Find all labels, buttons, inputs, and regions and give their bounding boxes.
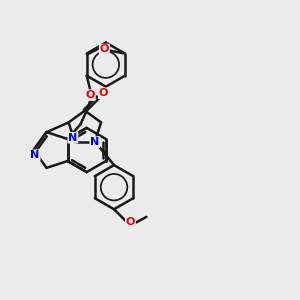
Text: O: O [85, 90, 95, 100]
Text: N: N [68, 133, 77, 143]
Text: O: O [126, 217, 135, 226]
Text: N: N [90, 137, 100, 147]
Text: O: O [99, 88, 108, 98]
Text: O: O [100, 44, 109, 54]
Text: N: N [30, 150, 40, 160]
